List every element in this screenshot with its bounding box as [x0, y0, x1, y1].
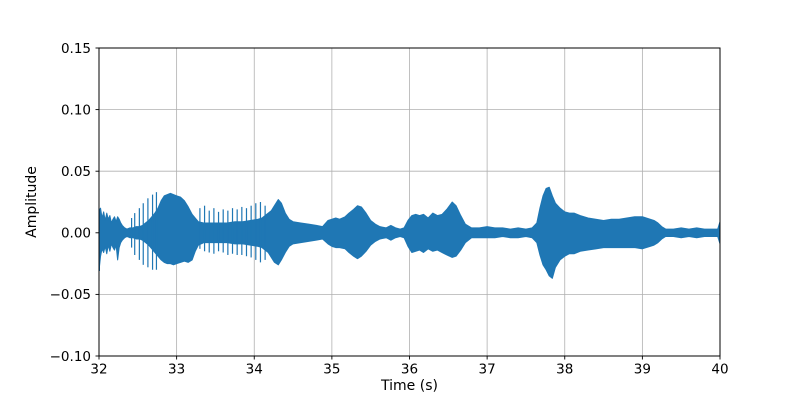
- x-tick-label: 34: [246, 362, 263, 378]
- y-tick-label: −0.10: [50, 349, 91, 365]
- tick-label-layer: 32 33 34 35 36 37 38 39 40 −0.10 −0.05 0.00 0.05 0.10…: [50, 41, 729, 378]
- x-tick-label: 36: [401, 362, 418, 378]
- x-tick-label: 37: [479, 362, 496, 378]
- x-tick-label: 40: [711, 362, 728, 378]
- y-tick-label: 0.05: [61, 164, 91, 180]
- grid-layer: [98, 47, 721, 357]
- x-tick-label: 32: [90, 362, 107, 378]
- x-tick-label: 35: [323, 362, 340, 378]
- y-tick-label: 0.00: [61, 226, 91, 242]
- y-tick-label: 0.10: [61, 102, 91, 118]
- tick-layer: [95, 47, 721, 360]
- x-axis-label: Time (s): [380, 378, 438, 394]
- y-tick-label: 0.15: [61, 41, 91, 57]
- x-tick-label: 38: [556, 362, 573, 378]
- x-tick-label: 33: [168, 362, 185, 378]
- y-tick-label: −0.05: [50, 287, 91, 303]
- y-axis-label: Amplitude: [24, 166, 40, 238]
- x-tick-label: 39: [634, 362, 651, 378]
